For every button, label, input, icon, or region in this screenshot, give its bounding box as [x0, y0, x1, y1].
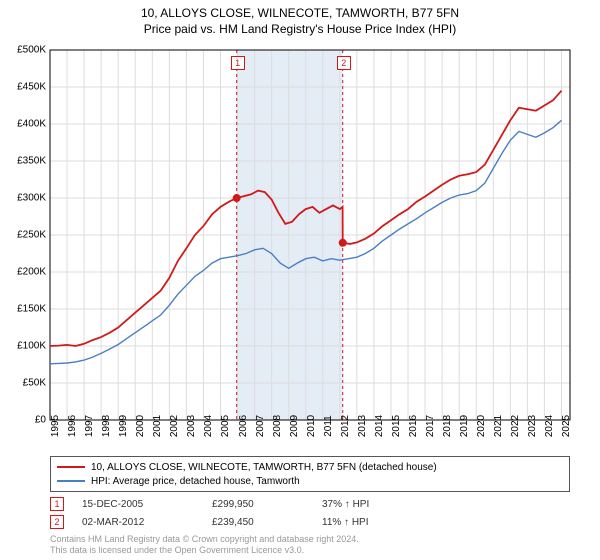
ytick-label: £500K — [17, 45, 46, 56]
footer-text: Contains HM Land Registry data © Crown c… — [50, 534, 359, 556]
xtick-label: 2015 — [391, 415, 402, 437]
xtick-label: 2016 — [408, 415, 419, 437]
event-marker-1: 1 — [50, 497, 64, 511]
xtick-label: 2011 — [323, 415, 334, 437]
ytick-label: £250K — [17, 230, 46, 241]
xtick-label: 2014 — [374, 415, 385, 437]
title-line1: 10, ALLOYS CLOSE, WILNECOTE, TAMWORTH, B… — [0, 6, 600, 20]
ytick-label: £100K — [17, 341, 46, 352]
xtick-label: 1998 — [101, 415, 112, 437]
event-table: 1 15-DEC-2005 £299,950 37% ↑ HPI 2 02-MA… — [50, 496, 432, 532]
legend-row-1: 10, ALLOYS CLOSE, WILNECOTE, TAMWORTH, B… — [57, 460, 563, 474]
xtick-label: 2003 — [186, 415, 197, 437]
ytick-label: £450K — [17, 82, 46, 93]
xtick-label: 2022 — [510, 415, 521, 437]
footer-line1: Contains HM Land Registry data © Crown c… — [50, 534, 359, 545]
xtick-label: 1995 — [50, 415, 61, 437]
xtick-label: 2005 — [220, 415, 231, 437]
xtick-label: 1999 — [118, 415, 129, 437]
chart-area: £0£50K£100K£150K£200K£250K£300K£350K£400… — [50, 50, 570, 420]
event-marker-2: 2 — [50, 515, 64, 529]
xtick-label: 2012 — [340, 415, 351, 437]
event-delta-1: 37% ↑ HPI — [322, 499, 432, 510]
xtick-label: 2024 — [544, 415, 555, 437]
ytick-label: £400K — [17, 119, 46, 130]
xtick-label: 2023 — [527, 415, 538, 437]
xtick-label: 2001 — [152, 415, 163, 437]
xtick-label: 2019 — [459, 415, 470, 437]
xtick-label: 2007 — [255, 415, 266, 437]
ytick-label: £0 — [35, 415, 46, 426]
xtick-label: 2017 — [425, 415, 436, 437]
xtick-label: 2006 — [238, 415, 249, 437]
title-line2: Price paid vs. HM Land Registry's House … — [0, 22, 600, 36]
event-row-1: 1 15-DEC-2005 £299,950 37% ↑ HPI — [50, 496, 432, 512]
event-price-2: £239,450 — [212, 517, 322, 528]
event-row-2: 2 02-MAR-2012 £239,450 11% ↑ HPI — [50, 514, 432, 530]
chart-container: 10, ALLOYS CLOSE, WILNECOTE, TAMWORTH, B… — [0, 0, 600, 560]
ytick-label: £350K — [17, 156, 46, 167]
event-delta-2: 11% ↑ HPI — [322, 517, 432, 528]
ytick-label: £200K — [17, 267, 46, 278]
legend-label-2: HPI: Average price, detached house, Tamw… — [91, 476, 300, 487]
xtick-label: 2025 — [561, 415, 572, 437]
event-date-1: 15-DEC-2005 — [82, 499, 212, 510]
event-price-1: £299,950 — [212, 499, 322, 510]
xtick-label: 2009 — [289, 415, 300, 437]
legend-box: 10, ALLOYS CLOSE, WILNECOTE, TAMWORTH, B… — [50, 456, 570, 492]
xtick-label: 2010 — [306, 415, 317, 437]
ytick-label: £150K — [17, 304, 46, 315]
title-block: 10, ALLOYS CLOSE, WILNECOTE, TAMWORTH, B… — [0, 0, 600, 36]
xtick-label: 2000 — [135, 415, 146, 437]
event-date-2: 02-MAR-2012 — [82, 517, 212, 528]
annotation-marker-1: 1 — [231, 56, 245, 70]
xtick-label: 1997 — [84, 415, 95, 437]
ytick-label: £300K — [17, 193, 46, 204]
xtick-label: 2021 — [493, 415, 504, 437]
annotation-marker-2: 2 — [337, 56, 351, 70]
legend-swatch-1 — [57, 466, 85, 468]
legend-swatch-2 — [57, 480, 85, 482]
xtick-label: 2008 — [272, 415, 283, 437]
legend-row-2: HPI: Average price, detached house, Tamw… — [57, 474, 563, 488]
xtick-label: 2013 — [357, 415, 368, 437]
xtick-label: 2002 — [169, 415, 180, 437]
xtick-label: 2020 — [476, 415, 487, 437]
legend-label-1: 10, ALLOYS CLOSE, WILNECOTE, TAMWORTH, B… — [91, 462, 437, 473]
ytick-label: £50K — [23, 378, 46, 389]
xtick-label: 2004 — [203, 415, 214, 437]
xtick-label: 1996 — [67, 415, 78, 437]
chart-svg — [50, 50, 570, 420]
footer-line2: This data is licensed under the Open Gov… — [50, 545, 359, 556]
xtick-label: 2018 — [442, 415, 453, 437]
